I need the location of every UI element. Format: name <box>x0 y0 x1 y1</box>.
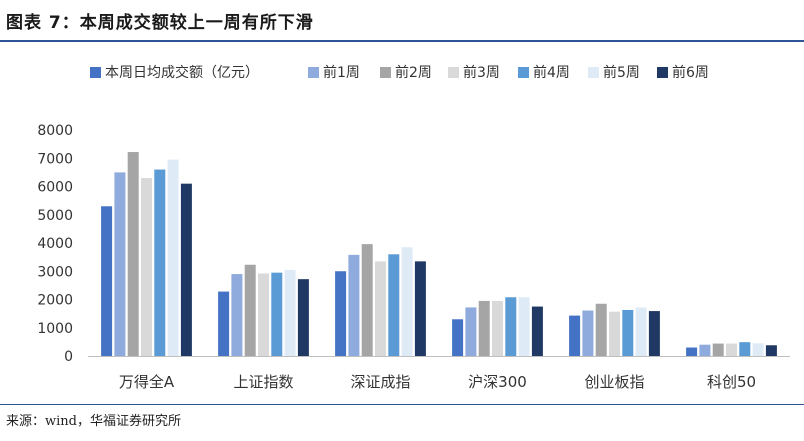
bar <box>361 244 373 356</box>
bar <box>167 159 179 356</box>
y-axis: 0 1000 2000 3000 4000 5000 6000 7000 8000 <box>37 123 73 365</box>
bar <box>414 261 426 356</box>
y-tick-label: 2000 <box>37 293 73 309</box>
legend-swatch <box>588 67 599 78</box>
legend-label: 前3周 <box>463 64 500 81</box>
chart-title: 图表 7：本周成交额较上一周有所下滑 <box>6 13 314 33</box>
bar-chart: 本周日均成交额（亿元） 前1周 前2周 前3周 前4周 前5周 前6周 0 1000 2000 3… <box>37 64 790 391</box>
bar <box>335 271 347 356</box>
bar <box>595 303 607 356</box>
bar <box>180 183 192 356</box>
legend-label: 前2周 <box>395 64 432 81</box>
bar <box>465 307 477 356</box>
bar <box>609 311 620 356</box>
bar <box>452 319 464 356</box>
bar <box>699 344 711 356</box>
x-tick-label: 科创50 <box>707 373 756 391</box>
bar <box>231 274 243 356</box>
bar <box>127 152 139 356</box>
y-tick-label: 7000 <box>37 151 73 167</box>
y-tick-label: 0 <box>64 349 73 365</box>
bar <box>114 172 126 356</box>
bar <box>297 279 309 356</box>
y-tick-label: 1000 <box>37 321 73 337</box>
bar <box>154 169 166 356</box>
x-axis: 万得全A 上证指数 深证成指 沪深300 创业板指 科创50 <box>88 356 790 391</box>
x-tick-label: 深证成指 <box>350 373 410 391</box>
bar <box>518 297 530 356</box>
title-divider <box>0 40 804 42</box>
source-note: 来源：wind，华福证券研究所 <box>6 414 181 429</box>
bar <box>271 272 283 356</box>
bar <box>531 306 543 356</box>
bar <box>726 343 737 356</box>
legend-label: 前6周 <box>672 64 709 81</box>
bar <box>258 273 269 356</box>
bar <box>375 261 386 356</box>
bar <box>635 307 647 356</box>
bar <box>765 345 777 356</box>
legend-label: 前4周 <box>533 64 570 81</box>
bar <box>284 269 296 356</box>
x-tick-label: 上证指数 <box>233 373 293 391</box>
x-tick-label: 沪深300 <box>468 373 527 391</box>
bar <box>648 311 660 356</box>
y-tick-label: 3000 <box>37 264 73 280</box>
chart-legend: 本周日均成交额（亿元） 前1周 前2周 前3周 前4周 前5周 前6周 <box>90 64 709 81</box>
bar <box>492 300 503 356</box>
bar <box>101 206 113 356</box>
y-tick-label: 5000 <box>37 208 73 224</box>
bar <box>141 178 152 356</box>
bar <box>505 297 517 356</box>
bar <box>244 264 256 356</box>
legend-swatch <box>90 67 101 78</box>
legend-label: 本周日均成交额（亿元） <box>105 64 259 81</box>
bar <box>622 309 634 356</box>
legend-label: 前5周 <box>603 64 640 81</box>
source-divider <box>0 404 804 405</box>
bar <box>218 291 230 356</box>
y-tick-label: 4000 <box>37 236 73 252</box>
bar <box>569 315 581 356</box>
y-tick-label: 8000 <box>37 123 73 139</box>
x-tick-label: 创业板指 <box>584 373 644 391</box>
bar <box>739 342 751 356</box>
legend-swatch <box>380 67 391 78</box>
y-tick-label: 6000 <box>37 180 73 196</box>
bar <box>712 343 724 356</box>
bar <box>388 254 400 356</box>
legend-swatch <box>657 67 668 78</box>
legend-swatch <box>448 67 459 78</box>
bar <box>582 310 594 356</box>
x-tick-label: 万得全A <box>119 373 175 391</box>
bar <box>348 254 360 356</box>
bar <box>752 343 764 356</box>
legend-swatch <box>518 67 529 78</box>
legend-swatch <box>308 67 319 78</box>
bar <box>478 300 490 356</box>
bar <box>686 347 698 356</box>
bars <box>101 152 777 356</box>
bar <box>401 247 413 356</box>
legend-label: 前1周 <box>323 64 360 81</box>
